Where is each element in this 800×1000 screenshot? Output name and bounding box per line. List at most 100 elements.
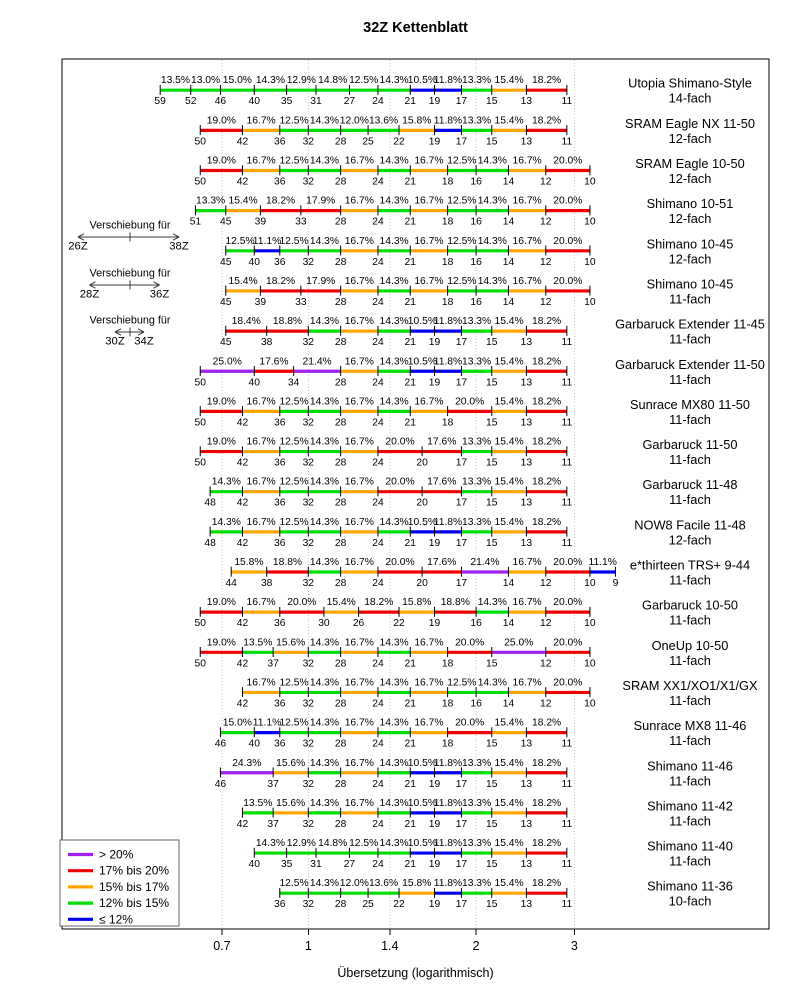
sprocket-teeth-label: 11 [561,498,572,509]
jump-percent-label: 16.7% [345,517,374,528]
cassette-variant: 11-fach [669,573,711,588]
cassette-row: 19.0% 16.7% 12.5% 14.3% 16.7% 14.3% 16.7% 20.0%… [195,396,750,428]
sprocket-teeth-label: 16 [470,217,482,228]
sprocket-teeth-label: 15 [486,899,498,910]
jump-percent-label: 15.4% [228,196,257,207]
jump-percent-label: 15.4% [494,396,523,407]
jump-percent-label: 14.3% [310,437,339,448]
sprocket-teeth-label: 15 [486,658,498,669]
jump-percent-label: 20.0% [287,597,316,608]
sprocket-teeth-label: 46 [215,96,227,107]
jump-percent-label: 14.3% [380,196,409,207]
jump-percent-label: 16.7% [247,437,276,448]
jump-percent-label: 19.0% [207,156,236,167]
sprocket-teeth-label: 21 [405,96,417,107]
jump-percent-label: 12.5% [447,156,476,167]
sprocket-teeth-label: 42 [237,658,249,669]
jump-percent-label: 15.8% [234,557,263,568]
jump-percent-label: 20.0% [553,236,582,247]
sprocket-teeth-label: 28 [335,417,347,428]
jump-percent-label: 16.7% [247,517,276,528]
sprocket-teeth-label: 12 [540,618,552,629]
jump-percent-label: 15.6% [276,798,305,809]
sprocket-teeth-label: 21 [405,377,417,388]
arrow-head-icon [153,284,160,289]
sprocket-teeth-label: 44 [225,578,237,589]
sprocket-teeth-label: 24 [372,859,384,870]
jump-percent-label: 12.5% [349,838,378,849]
sprocket-teeth-label: 36 [274,739,286,750]
jump-percent-label: 13.3% [462,316,491,327]
jump-percent-label: 15.4% [494,437,523,448]
jump-percent-label: 17.9% [306,276,335,287]
jump-percent-label: 18.2% [532,396,561,407]
jump-percent-label: 10.5% [408,798,437,809]
legend-label: > 20% [99,848,134,862]
jump-percent-label: 15.4% [494,718,523,729]
jump-percent-label: 14.3% [310,156,339,167]
sprocket-teeth-label: 13 [521,538,533,549]
jump-percent-label: 18.2% [532,838,561,849]
cassette-row: 24.3% 15.6% 14.3% 16.7% 14.3% 10.5%11.8% 13.3%… [215,758,733,790]
jump-percent-label: 14.3% [380,316,409,327]
jump-percent-label: 16.7% [345,477,374,488]
sprocket-teeth-label: 46 [215,779,227,790]
sprocket-teeth-label: 32 [303,899,315,910]
jump-percent-label: 20.0% [553,677,582,688]
sprocket-teeth-label: 21 [405,739,417,750]
jump-percent-label: 14.3% [380,236,409,247]
sprocket-teeth-label: 28 [335,297,347,308]
sprocket-teeth-label: 17 [456,779,468,790]
sprocket-teeth-label: 31 [310,859,322,870]
sprocket-teeth-label: 14 [503,618,515,629]
cassette-row: 14.3% 12.9% 14.8% 12.5% 14.3% 10.5%11.8% 13.3%… [249,838,733,870]
cassette-row: 12.5%11.1%12.5% 14.3% 16.7% 14.3% 16.7% 12.5%… [220,236,733,268]
sprocket-teeth-label: 19 [429,136,441,147]
jump-percent-label: 18.2% [532,75,561,86]
cassette-variant: 12-fach [669,211,712,226]
cassette-variant: 10-fach [669,894,712,909]
jump-percent-label: 16.7% [345,557,374,568]
jump-percent-label: 14.3% [380,356,409,367]
jump-percent-label: 16.7% [345,718,374,729]
sprocket-teeth-label: 40 [249,377,261,388]
axis-tick-label: 2 [473,939,480,953]
sprocket-teeth-label: 50 [195,458,207,469]
sprocket-teeth-label: 24 [372,177,384,188]
cassette-row: 12.5% 14.3% 12.0% 13.6% 15.8% 11.8% 13.3% 15.4%… [274,878,733,910]
sprocket-teeth-label: 50 [195,177,207,188]
jump-percent-label: 15.6% [276,637,305,648]
sprocket-teeth-label: 31 [310,96,322,107]
jump-percent-label: 15.4% [494,798,523,809]
jump-percent-label: 12.5% [279,878,308,889]
sprocket-teeth-label: 21 [405,658,417,669]
jump-percent-label: 11.8% [434,878,462,889]
sprocket-teeth-label: 13 [521,819,533,830]
sprocket-teeth-label: 42 [237,136,249,147]
sprocket-teeth-label: 40 [249,859,261,870]
sprocket-teeth-label: 36 [274,899,286,910]
jump-percent-label: 13.3% [462,798,491,809]
sprocket-teeth-label: 19 [429,96,441,107]
legend-label: 17% bis 20% [99,864,169,878]
sprocket-teeth-label: 14 [503,177,515,188]
jump-percent-label: 16.7% [513,276,542,287]
jump-percent-label: 15.4% [494,316,523,327]
cassette-variant: 11-fach [669,372,711,387]
sprocket-teeth-label: 20 [416,498,428,509]
jump-percent-label: 14.3% [310,557,339,568]
jump-percent-label: 18.2% [532,115,561,126]
sprocket-teeth-label: 25 [362,899,374,910]
jump-percent-label: 12.5% [279,677,308,688]
jump-percent-label: 10.5% [408,75,437,86]
cassette-variant: 11-fach [669,492,711,507]
jump-percent-label: 16.7% [513,196,542,207]
jump-percent-label: 14.3% [310,477,339,488]
jump-percent-label: 13.5% [243,637,272,648]
cassette-variant: 14-fach [669,91,712,106]
jump-percent-label: 19.0% [207,396,236,407]
sprocket-teeth-label: 50 [195,417,207,428]
jump-percent-label: 16.7% [414,236,443,247]
sprocket-teeth-label: 18 [442,217,454,228]
sprocket-teeth-label: 42 [237,177,249,188]
